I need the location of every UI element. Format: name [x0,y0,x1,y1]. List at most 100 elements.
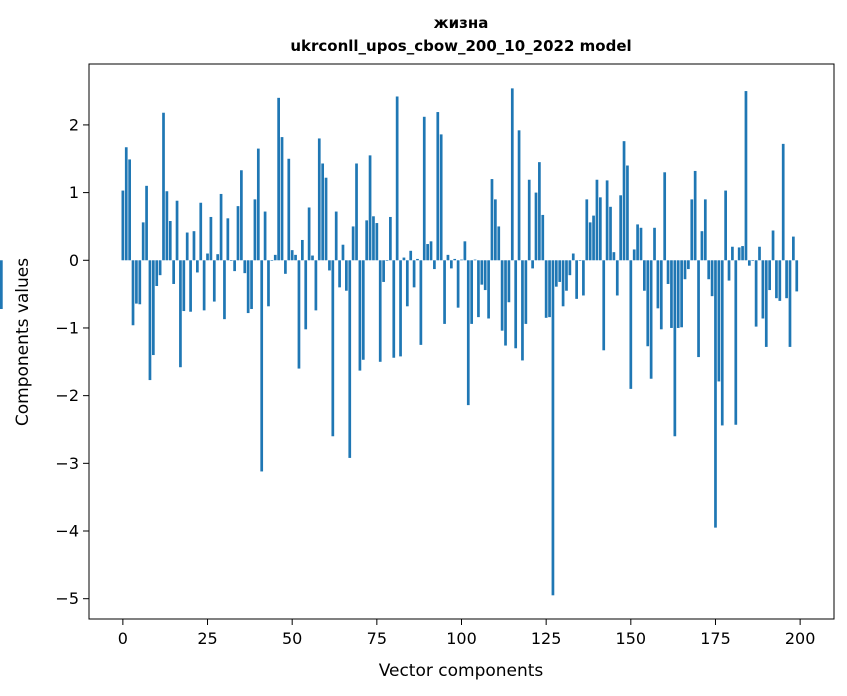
bar [216,254,220,261]
bar [277,97,280,261]
bar [229,260,233,261]
chart-title-line-1: жизна [434,14,489,32]
bar [534,192,538,261]
bar [693,170,697,261]
bar [703,199,707,261]
x-tick-label: 25 [197,629,217,648]
bar [361,260,365,360]
bar [720,260,724,426]
y-tick-label: −4 [55,522,79,541]
bar [571,253,575,261]
bar [598,197,602,261]
bar [446,254,450,261]
bar [422,116,426,261]
bar [128,159,131,261]
bar [351,226,355,261]
bar [453,258,457,261]
bar [273,254,277,261]
bar [538,162,541,261]
bar [734,260,738,425]
bar [632,249,636,261]
bar [517,130,521,261]
bar [731,246,734,261]
bar [477,260,480,318]
bar [700,231,704,261]
bar [179,260,182,368]
bar [558,260,562,282]
x-tick-label: 125 [531,629,562,648]
bar [311,255,314,261]
bar [192,231,196,261]
bar [260,260,264,472]
bar [483,260,487,291]
bar [121,190,125,261]
bar [527,179,531,261]
bar [646,260,650,347]
y-tick-label: −5 [55,589,79,608]
bar [399,260,402,357]
bar [212,260,216,302]
bar [317,138,321,261]
bar [626,165,629,261]
bar [209,216,213,261]
bar [605,180,609,261]
bar [565,260,568,291]
bar [405,260,409,307]
bar [202,260,206,311]
bar [348,260,352,458]
bar [521,260,524,361]
bar [792,236,795,261]
bar [554,260,558,287]
bar [649,260,653,379]
bar [141,222,145,261]
bar [473,259,477,261]
bar [331,260,335,437]
bar [395,96,399,261]
bar [284,260,287,274]
bar [138,260,142,305]
bar [233,260,236,272]
y-tick-label: 1 [69,183,79,202]
bar [253,199,257,261]
bar [158,260,162,276]
bar [250,260,253,310]
bar [744,91,748,261]
bar [504,260,507,346]
bar [219,193,223,261]
bar [561,260,565,307]
x-tick-label: 200 [785,629,816,648]
bar [409,250,413,261]
bar [382,260,385,282]
bar [449,260,453,269]
bar [196,260,199,273]
bar [375,223,379,261]
bar [710,260,714,297]
bar [578,260,582,261]
bar [771,230,775,261]
bar [456,260,460,308]
bar [551,260,555,596]
bar [582,260,585,296]
bar [659,260,663,330]
bar [365,220,369,261]
bar [314,260,318,311]
bar [436,112,440,261]
bar [287,158,291,261]
bar [690,199,694,261]
bar [294,254,297,261]
bar [747,260,751,266]
y-tick-label: 0 [69,251,79,270]
bar [270,260,274,261]
bar [412,260,416,288]
bars-group [0,88,799,596]
bar [680,260,683,328]
bar [155,260,159,286]
bar [510,88,514,261]
x-axis-ticks: 0 25 50 75 100 125 150 175 200 [118,619,816,648]
bar [426,244,429,261]
chart-title-line-2: ukrconll_upos_cbow_200_10_2022 model [290,37,631,55]
bar [619,195,623,261]
bar [737,247,741,261]
x-tick-label: 175 [700,629,731,648]
